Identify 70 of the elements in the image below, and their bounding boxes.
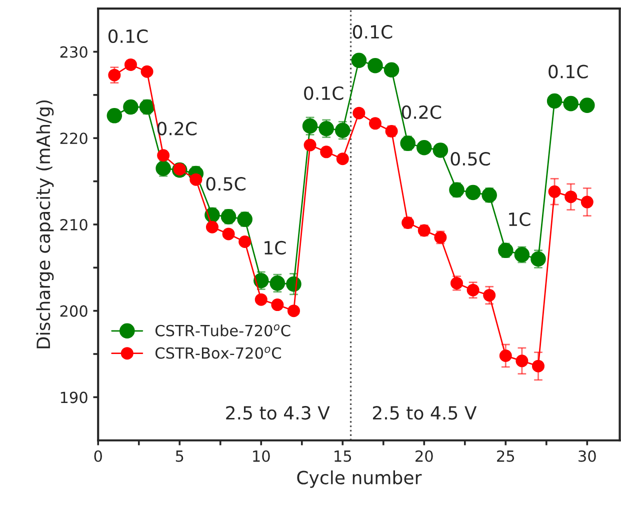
- legend-label: CSTR-Box-720$^{o}$C: [156, 346, 281, 359]
- x-tick-label: 20: [416, 450, 433, 462]
- point: [253, 272, 269, 288]
- point: [287, 304, 300, 318]
- point: [124, 58, 137, 71]
- annotation: 0.5C: [206, 177, 246, 191]
- point: [222, 228, 235, 240]
- x-tick-label: 0: [94, 450, 102, 462]
- point: [580, 98, 595, 113]
- annotation: 0.1C: [108, 29, 148, 44]
- point: [140, 65, 154, 78]
- annotation: 0.2C: [402, 105, 442, 120]
- y-tick-label: 220: [60, 132, 88, 144]
- point: [270, 276, 286, 291]
- point: [384, 62, 400, 78]
- point: [516, 354, 528, 368]
- point: [320, 146, 333, 158]
- point: [483, 289, 496, 302]
- point: [548, 185, 561, 198]
- point: [206, 220, 218, 234]
- point: [466, 284, 480, 296]
- annotation: 0.5C: [450, 152, 490, 166]
- legend-label: CSTR-Tube-720$^{o}$C: [156, 324, 290, 336]
- point: [190, 173, 202, 186]
- x-tick-label: 5: [176, 450, 184, 462]
- point: [157, 149, 170, 162]
- annotation: 0.1C: [352, 25, 392, 39]
- point: [432, 142, 448, 158]
- point: [580, 196, 594, 208]
- x-tick-label: 15: [334, 450, 352, 462]
- point: [220, 209, 236, 224]
- annotation: 0.1C: [548, 64, 588, 78]
- point: [108, 68, 121, 82]
- x-tick-label: 30: [578, 450, 596, 462]
- point: [336, 152, 349, 166]
- point: [563, 96, 578, 112]
- point: [352, 106, 366, 120]
- point: [334, 122, 350, 138]
- point: [514, 247, 530, 262]
- point: [530, 251, 546, 267]
- point: [416, 140, 432, 156]
- annotation: 1C: [264, 240, 286, 255]
- point: [564, 190, 578, 204]
- y-tick-label: 190: [60, 392, 88, 404]
- y-tick-label: 210: [60, 218, 88, 230]
- annotation: 1C: [509, 212, 530, 226]
- point: [139, 99, 155, 115]
- annotation: 2.5 to 4.3 V: [226, 406, 330, 420]
- point: [302, 118, 318, 134]
- point: [368, 58, 383, 74]
- y-tick-label: 230: [60, 46, 88, 58]
- point: [499, 349, 512, 362]
- y-axis-title: Discharge capacity (mAh/g): [36, 100, 54, 348]
- x-tick-label: 10: [253, 450, 270, 462]
- x-tick-label: 25: [497, 450, 514, 462]
- point: [465, 184, 481, 200]
- annotation: 2.5 to 4.5 V: [372, 406, 477, 420]
- point: [254, 293, 268, 306]
- point: [123, 99, 138, 115]
- point: [304, 138, 316, 152]
- annotation: 0.1C: [304, 86, 344, 100]
- point: [271, 298, 284, 312]
- point: [351, 52, 367, 68]
- point: [238, 235, 252, 248]
- point: [546, 93, 562, 109]
- x-axis-title: Cycle number: [297, 470, 422, 488]
- point: [368, 117, 382, 130]
- y-tick-label: 200: [60, 305, 88, 317]
- point: [532, 360, 544, 372]
- point: [106, 108, 122, 124]
